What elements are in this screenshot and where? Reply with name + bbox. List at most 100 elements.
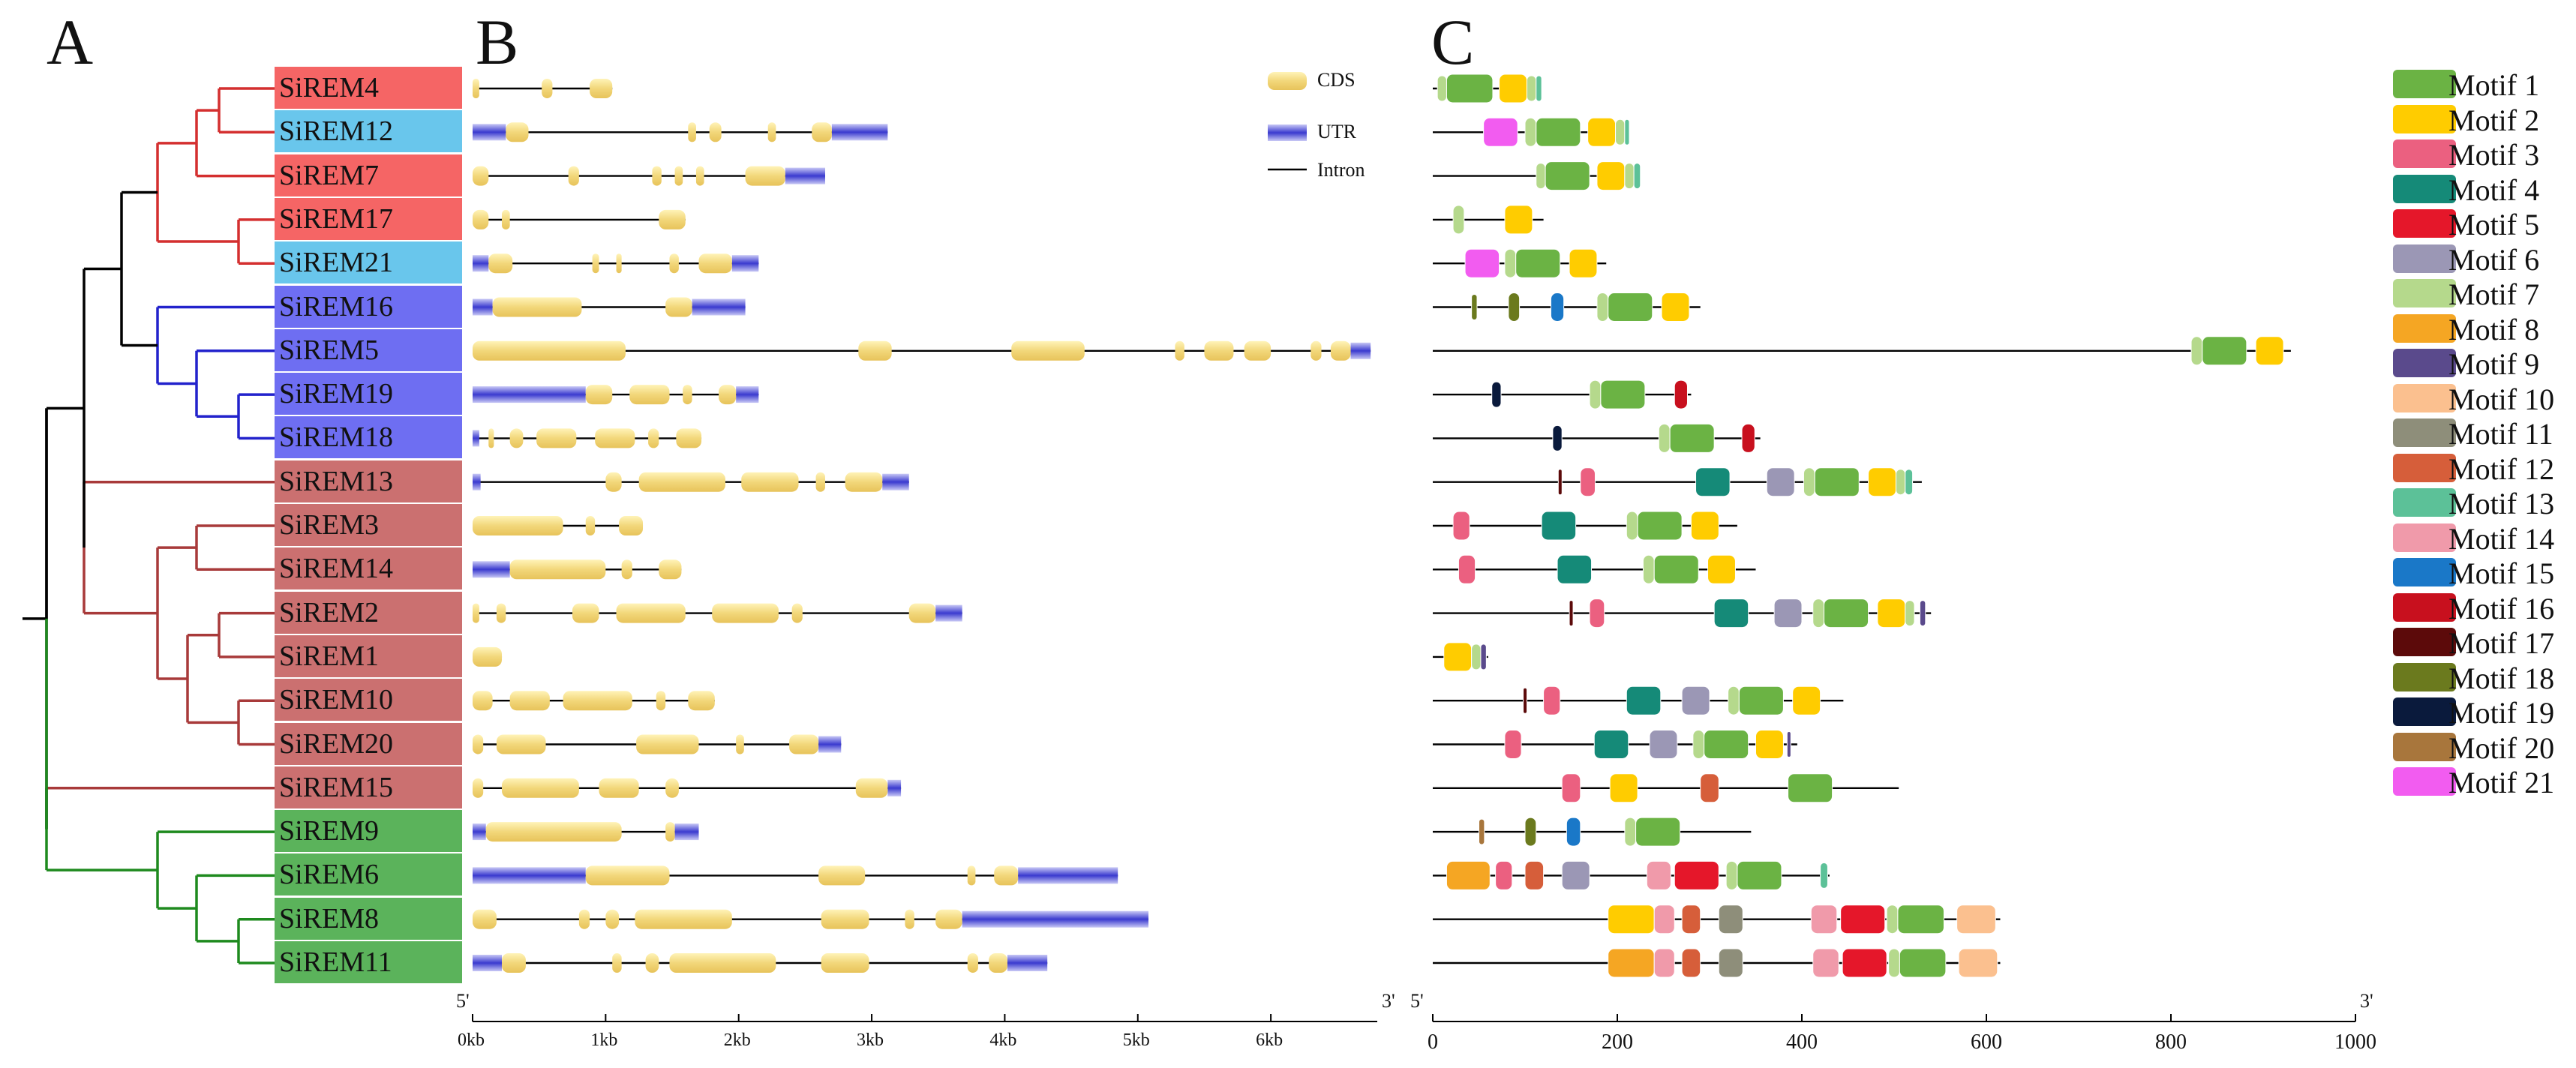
motif-7-block [1504, 248, 1517, 278]
cds-block [473, 79, 479, 98]
cds-block [605, 909, 620, 929]
gene-label-text: SiREM5 [279, 334, 380, 366]
motif-15-block [1566, 817, 1581, 847]
cds-block [674, 166, 683, 186]
motif-7-block [1886, 904, 1899, 934]
motif-6-block [1561, 860, 1590, 890]
motif-3-block [1458, 554, 1476, 584]
legend-label: Motif 20 [2448, 730, 2555, 765]
gene-axis-tick-label: 1kb [590, 1030, 618, 1050]
motif-2-block [1868, 467, 1896, 497]
gene-label-text: SiREM13 [279, 465, 394, 497]
legend-item: Motif 14 [2393, 518, 2573, 556]
legend-swatch [2393, 488, 2456, 517]
legend-item: Motif 13 [2393, 483, 2573, 520]
gene-label: SiREM13 [275, 460, 462, 502]
cds-block [473, 603, 479, 623]
motif-3-block [1495, 860, 1513, 890]
cds-block [1244, 340, 1271, 361]
motif-18-block [1524, 817, 1537, 847]
cds-block [590, 79, 613, 98]
gene-label: SiREM16 [275, 285, 462, 328]
utr-block [692, 298, 746, 316]
legend-swatch [2393, 698, 2456, 726]
motif-1-block [1897, 904, 1944, 934]
legend-label: Motif 19 [2448, 696, 2555, 730]
cds-block [502, 209, 510, 230]
cds-block [645, 953, 659, 973]
motif-11-block [1718, 904, 1743, 934]
motif-legend: Motif 1 Motif 2 Motif 3 Motif 4 Motif 5 Motif… [2393, 64, 2573, 800]
legend-swatch [2393, 558, 2456, 586]
motif-1-block [1899, 948, 1947, 978]
cds-block [818, 866, 866, 886]
legend-label: Motif 21 [2448, 766, 2555, 800]
motif-axis-start-label: 5' [1410, 990, 1424, 1012]
motif-19-block [1491, 381, 1502, 408]
motif-2-block [1661, 292, 1690, 322]
cds-block [638, 472, 725, 492]
motif-7-block [1526, 75, 1537, 102]
gene-label-text: SiREM9 [279, 815, 380, 848]
motif-1-block [1545, 161, 1590, 191]
cds-block [905, 909, 914, 929]
legend-item: Motif 2 [2393, 100, 2573, 137]
cds-block [595, 428, 635, 448]
cds-block [967, 953, 978, 973]
cds-block [485, 822, 622, 842]
motif-2-block [1707, 554, 1736, 584]
cds-block [473, 166, 489, 186]
cds-block [635, 909, 732, 929]
motif-7-block [1524, 117, 1537, 147]
legend-swatch [2393, 383, 2456, 412]
cds-block [791, 603, 803, 623]
axes [472, 1014, 2356, 1022]
motif-7-block [1642, 554, 1655, 584]
cds-block [855, 778, 888, 798]
cds-block [736, 734, 744, 754]
motif-axis-tick-label: 600 [1971, 1030, 2002, 1054]
gene-label-text: SiREM10 [279, 684, 394, 716]
utr-block [473, 473, 481, 490]
cds-block [676, 428, 702, 448]
motif-16-block [1674, 380, 1688, 410]
utr-block [473, 867, 586, 884]
cds-block [698, 254, 732, 274]
cds-block [659, 560, 682, 580]
motif-14-block [1653, 904, 1675, 934]
motif-4-block [1695, 467, 1731, 497]
gene-label-text: SiREM4 [279, 72, 380, 104]
cds-block [629, 385, 670, 405]
legend-swatch [2393, 628, 2456, 656]
motif-12-block [1700, 773, 1719, 803]
cds-block [509, 560, 606, 580]
motif-1-block [1536, 117, 1581, 147]
cds-block [815, 472, 825, 492]
motif-1-block [1637, 511, 1683, 541]
cds-block [688, 122, 696, 142]
motif-14-block [1810, 904, 1838, 934]
gene-label: SiREM8 [275, 897, 462, 940]
motif-2-block [1499, 74, 1527, 104]
gene-label-text: SiREM14 [279, 553, 394, 585]
utr-block [473, 561, 510, 578]
legend-item: Motif 12 [2393, 448, 2573, 486]
motif-1-block [1814, 467, 1860, 497]
motif-7-block [1658, 423, 1671, 453]
gene-label: SiREM3 [275, 504, 462, 546]
cds-block [605, 472, 622, 492]
utr-block [882, 473, 909, 490]
legend-swatch [2393, 174, 2456, 203]
motif-18-block [1471, 294, 1478, 320]
gene-label: SiREM4 [275, 67, 462, 109]
cds-block [1330, 340, 1351, 361]
motif-axis-end-label: 3' [2360, 990, 2373, 1012]
legend-swatch [2393, 70, 2456, 98]
legend-item: Motif 10 [2393, 379, 2573, 416]
cds-block [994, 866, 1019, 886]
motif-axis-tick-label: 400 [1786, 1030, 1818, 1054]
motif-11-block [1718, 948, 1743, 978]
utr-block [473, 430, 479, 447]
legend-swatch [2393, 662, 2456, 692]
utr-block [962, 910, 1148, 928]
